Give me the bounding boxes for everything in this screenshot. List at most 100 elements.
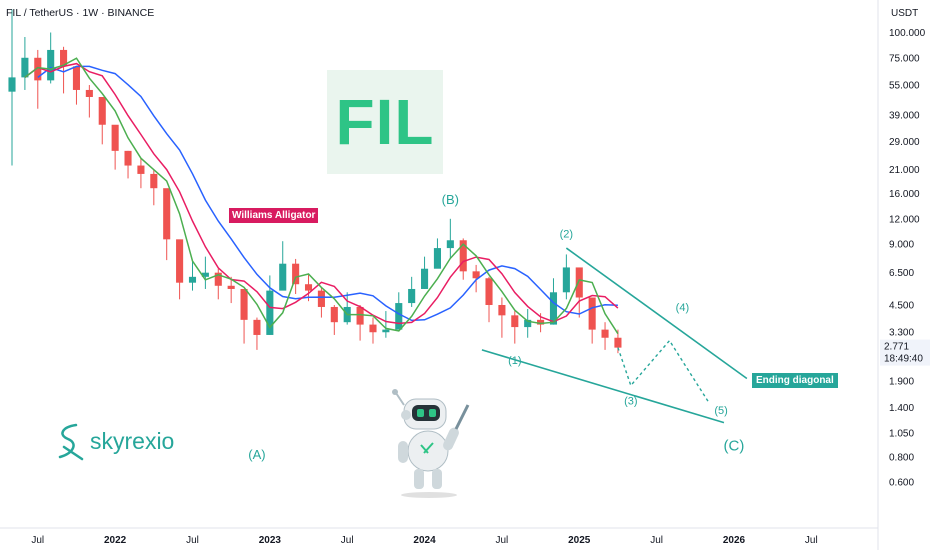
price-axis-panel [878, 0, 932, 550]
candle-body [408, 288, 416, 304]
price-tick-label: 16.000 [889, 189, 920, 200]
last-price-tag [880, 339, 930, 366]
price-tick-label: 75.000 [889, 53, 920, 64]
candle-body [330, 306, 338, 323]
candle-body [21, 57, 29, 78]
time-tick-label: Jul [496, 535, 509, 546]
price-tick-label: 3.300 [889, 328, 914, 339]
price-tick-label: 6.500 [889, 268, 914, 279]
candle-body [601, 329, 609, 338]
candle-body [446, 240, 454, 249]
candle-body [524, 319, 532, 328]
wave-label: (C) [724, 437, 745, 454]
price-tick-label: 0.800 [889, 452, 914, 463]
candle-body [34, 57, 42, 81]
price-tick-label: 1.400 [889, 403, 914, 414]
price-tick-label: 4.500 [889, 300, 914, 311]
candle-body [279, 263, 287, 291]
wave-label: (4) [676, 302, 689, 314]
alligator-lips-line [24, 57, 619, 335]
price-tick-label: 1.050 [889, 428, 914, 439]
candle-body [85, 89, 93, 97]
price-tick-label: 21.000 [889, 165, 920, 176]
candle-body [433, 248, 441, 269]
candle-body [459, 240, 467, 272]
price-tick-label: 0.600 [889, 478, 914, 489]
price-tick-label: 29.000 [889, 137, 920, 148]
price-tick-label: 55.000 [889, 81, 920, 92]
price-axis-currency: USDT [891, 8, 918, 19]
time-tick-label: Jul [650, 535, 663, 546]
time-tick-label: Jul [805, 535, 818, 546]
price-tick-label: 12.000 [889, 214, 920, 225]
time-tick-label: 2026 [723, 535, 746, 546]
candle-body [137, 165, 145, 174]
alligator-jaw-line [37, 65, 618, 322]
wave-label: (B) [442, 192, 459, 207]
wave-label: (2) [560, 229, 573, 241]
alligator-teeth-line [24, 62, 619, 325]
candle-body [356, 306, 364, 325]
candle-body [163, 188, 171, 240]
time-tick-label: 2024 [413, 535, 436, 546]
bar-countdown: 18:49:40 [884, 354, 923, 365]
ticker-badge-text: FIL [335, 86, 435, 158]
candle-body [214, 272, 222, 286]
wave-label: (1) [508, 355, 521, 367]
candle-body [227, 285, 235, 289]
price-tick-label: 100.000 [889, 28, 926, 39]
brand-name: skyrexio [90, 427, 175, 454]
candle-body [201, 272, 209, 277]
candle-body [8, 77, 16, 92]
wave-label: (3) [624, 396, 637, 408]
candle-body [60, 49, 68, 67]
time-tick-label: Jul [341, 535, 354, 546]
candle-body [511, 315, 519, 328]
candle-body [614, 337, 622, 348]
ending-diagonal-label: Ending diagonal [752, 373, 838, 388]
brand-logo: skyrexio [54, 421, 174, 461]
candle-body [575, 267, 583, 298]
candle-body [485, 278, 493, 305]
candle-body [266, 290, 274, 335]
robot-mascot-icon [392, 389, 470, 498]
diagonal-upper-line [565, 247, 748, 380]
candle-body [188, 276, 197, 283]
time-tick-label: 2023 [259, 535, 282, 546]
candle-body [421, 268, 429, 289]
price-tick-label: 1.900 [889, 376, 914, 387]
candle-body [304, 284, 313, 291]
time-tick-label: Jul [186, 535, 199, 546]
candle-body [72, 66, 81, 90]
wave-label: (A) [248, 447, 265, 462]
candle-body [369, 324, 377, 333]
projection-path [617, 339, 709, 402]
time-tick-label: 2025 [568, 535, 591, 546]
candle-body [562, 267, 570, 293]
price-tick-label: 9.000 [889, 240, 914, 251]
candle-body [292, 263, 300, 285]
candle-body [150, 173, 158, 189]
time-tick-label: Jul [31, 535, 44, 546]
time-tick-label: 2022 [104, 535, 127, 546]
candle-body [98, 96, 106, 125]
candle-body [111, 124, 119, 151]
candle-body [382, 329, 390, 333]
symbol-title: FIL / TetherUS · 1W · BINANCE [6, 7, 155, 19]
candle-body [124, 150, 132, 166]
candle-body [549, 292, 558, 325]
candle-body [395, 303, 403, 330]
wave-label: (5) [714, 405, 727, 417]
candle-body [176, 239, 184, 283]
candle-body [472, 271, 480, 279]
diagonal-lower-line [481, 349, 725, 424]
price-tick-label: 39.000 [889, 111, 920, 122]
ticker-badge: FIL [327, 70, 443, 174]
brand-mark-icon [58, 423, 84, 461]
candle-body [47, 49, 55, 81]
candle-body [253, 319, 261, 335]
alligator-label: Williams Alligator [229, 208, 319, 223]
candle-body [588, 297, 596, 330]
